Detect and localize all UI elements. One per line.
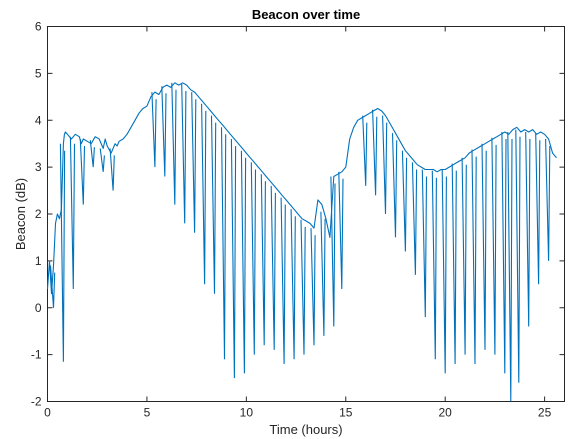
y-tick-label-3: 1 xyxy=(35,254,42,268)
fade-dip-21 xyxy=(290,209,296,360)
fade-dip-32 xyxy=(411,162,418,275)
axes-box xyxy=(47,26,565,402)
fade-lines-group xyxy=(49,82,551,402)
fade-dip-14 xyxy=(220,127,227,360)
y-tick-label-2: 0 xyxy=(35,301,42,315)
beacon-series-line xyxy=(46,82,557,295)
fade-dip-4 xyxy=(89,140,95,168)
fade-dip-13 xyxy=(210,115,217,294)
x-tick-label-0: 0 xyxy=(44,406,51,420)
fade-dip-8 xyxy=(161,86,167,177)
x-tick-label-5: 25 xyxy=(538,406,552,420)
fade-dip-43 xyxy=(515,129,521,383)
fade-dip-37 xyxy=(461,157,467,355)
fade-dip-38 xyxy=(471,149,477,365)
fade-dip-26 xyxy=(338,171,344,290)
x-axis-label: Time (hours) xyxy=(269,422,342,437)
x-tick-label-1: 5 xyxy=(144,406,151,420)
y-tick-label-5: 3 xyxy=(35,160,42,174)
fade-dip-28 xyxy=(372,109,378,196)
fade-dip-3 xyxy=(79,138,86,205)
fade-dip-12 xyxy=(201,103,207,285)
fade-dip-40 xyxy=(491,137,497,355)
y-tick-label-7: 5 xyxy=(35,66,42,80)
ticks-group xyxy=(47,26,565,402)
fade-dip-35 xyxy=(441,169,447,374)
fade-dip-22 xyxy=(300,219,306,355)
fade-dip-0 xyxy=(49,265,56,308)
y-axis-label: Beacon (dB) xyxy=(13,178,28,250)
y-tick-label-4: 2 xyxy=(35,207,42,221)
x-tick-label-3: 15 xyxy=(339,406,353,420)
y-tick-label-1: -1 xyxy=(31,348,42,362)
y-tick-label-8: 6 xyxy=(35,20,42,34)
fade-dip-36 xyxy=(451,163,457,365)
fade-dip-16 xyxy=(240,150,247,374)
fade-dip-19 xyxy=(270,185,276,350)
fade-dip-2 xyxy=(69,136,76,290)
fade-dip-10 xyxy=(181,83,187,224)
fade-dip-5 xyxy=(99,148,105,172)
fade-dip-42 xyxy=(507,131,513,402)
fade-dip-15 xyxy=(230,138,237,379)
fade-dip-6 xyxy=(109,148,115,191)
fade-dip-11 xyxy=(191,92,197,233)
fade-dip-30 xyxy=(391,133,398,238)
fade-dip-31 xyxy=(401,150,408,252)
fade-dip-1 xyxy=(59,143,66,362)
chart-title: Beacon over time xyxy=(252,7,360,22)
fade-dip-9 xyxy=(171,82,177,205)
fade-dip-46 xyxy=(545,138,551,261)
fade-dip-25 xyxy=(330,176,336,327)
fade-dip-39 xyxy=(481,143,487,350)
y-tick-label-6: 4 xyxy=(35,113,42,127)
y-tick-label-0: -2 xyxy=(31,395,42,409)
tick-labels-group: 0 5 10 15 20 25 -2 -1 0 1 2 3 4 5 6 xyxy=(31,20,552,420)
fade-dip-7 xyxy=(151,92,157,168)
fade-dip-17 xyxy=(250,162,257,355)
fade-dip-20 xyxy=(280,197,286,365)
fade-dip-23 xyxy=(310,228,316,346)
fade-dip-29 xyxy=(382,115,388,215)
fade-dip-18 xyxy=(260,174,266,346)
fade-dip-41 xyxy=(501,131,507,374)
fade-dip-27 xyxy=(362,115,368,186)
fade-dip-24 xyxy=(320,211,326,336)
fade-dip-45 xyxy=(535,133,541,285)
x-tick-label-4: 20 xyxy=(439,406,453,420)
fade-dip-44 xyxy=(525,131,531,327)
fade-dip-33 xyxy=(421,169,428,318)
fade-dip-34 xyxy=(431,170,437,360)
x-tick-label-2: 10 xyxy=(240,406,254,420)
